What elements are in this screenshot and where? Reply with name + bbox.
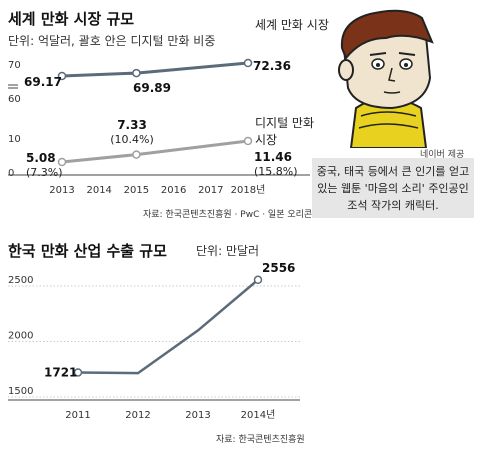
export-x-tick: 2011: [65, 410, 90, 421]
world-series-line: [61, 61, 249, 78]
digital-point: [132, 150, 141, 159]
world-y-tick: 70: [8, 60, 21, 71]
export-y-tick: 2000: [8, 331, 33, 342]
export-y-tick: 2500: [8, 275, 33, 286]
world-point: [243, 58, 253, 68]
caption-box: [312, 158, 474, 218]
caption-text: 중국, 태국 등에서 큰 인기를 얻고 있는 웹툰 '마음의 소리' 주인공인 …: [316, 165, 470, 212]
world-chart-source: 자료: 한국콘텐츠진흥원 · PwC · 일본 오리콘: [143, 210, 313, 220]
character-illustration: [338, 9, 434, 148]
digital-share-label: (15.8%): [254, 165, 298, 178]
top-x-tick: 2017: [198, 185, 223, 196]
world-value-label: 69.89: [133, 81, 171, 95]
digital-value-label: 5.08: [26, 151, 56, 165]
world-chart-title: 세계 만화 시장 규모: [8, 10, 135, 28]
export-value-label: 1721: [44, 365, 77, 379]
world-value-label: 72.36: [253, 59, 291, 73]
digital-share-label: (10.4%): [110, 133, 154, 146]
export-series-line: [77, 278, 259, 375]
world-chart-unit: 단위: 억달러, 괄호 안은 디지털 만화 비중: [8, 34, 216, 48]
export-chart-source: 자료: 한국콘텐츠진흥원: [216, 435, 305, 445]
digital-share-label: (7.3%): [26, 166, 63, 179]
export-y-tick: 1500: [8, 386, 33, 397]
export-value-label: 2556: [262, 261, 295, 275]
top-x-tick: 2015: [124, 185, 149, 196]
export-point: [73, 368, 83, 377]
world-series-label: 세계 만화 시장: [255, 18, 329, 32]
digital-y-tick: 0: [8, 168, 14, 179]
digital-y-tick: 10: [8, 134, 21, 145]
digital-point: [243, 136, 253, 146]
top-x-tick: 2014: [86, 185, 111, 196]
world-point: [132, 68, 141, 78]
export-chart-title: 한국 만화 산업 수출 규모: [8, 242, 167, 260]
digital-value-label: 7.33: [117, 118, 147, 132]
export-x-tick: 2012: [125, 410, 150, 421]
export-x-tick: 2013: [185, 410, 210, 421]
world-value-label: 69.17: [24, 75, 62, 89]
world-y-tick: 60: [8, 94, 21, 105]
top-x-tick: 2016: [161, 185, 186, 196]
digital-series-label: 디지털 만화 시장: [255, 116, 315, 147]
export-chart-unit: 단위: 만달러: [196, 244, 260, 258]
top-x-tick: 2018년: [231, 184, 266, 196]
export-point: [253, 275, 263, 285]
digital-series-line: [61, 139, 249, 164]
digital-value-label: 11.46: [254, 150, 292, 164]
export-x-tick: 2014년: [241, 409, 276, 421]
digital-point: [57, 157, 67, 167]
caption-source: 네이버 제공: [420, 150, 465, 160]
world-point: [57, 71, 67, 81]
top-x-tick: 2013: [49, 185, 74, 196]
